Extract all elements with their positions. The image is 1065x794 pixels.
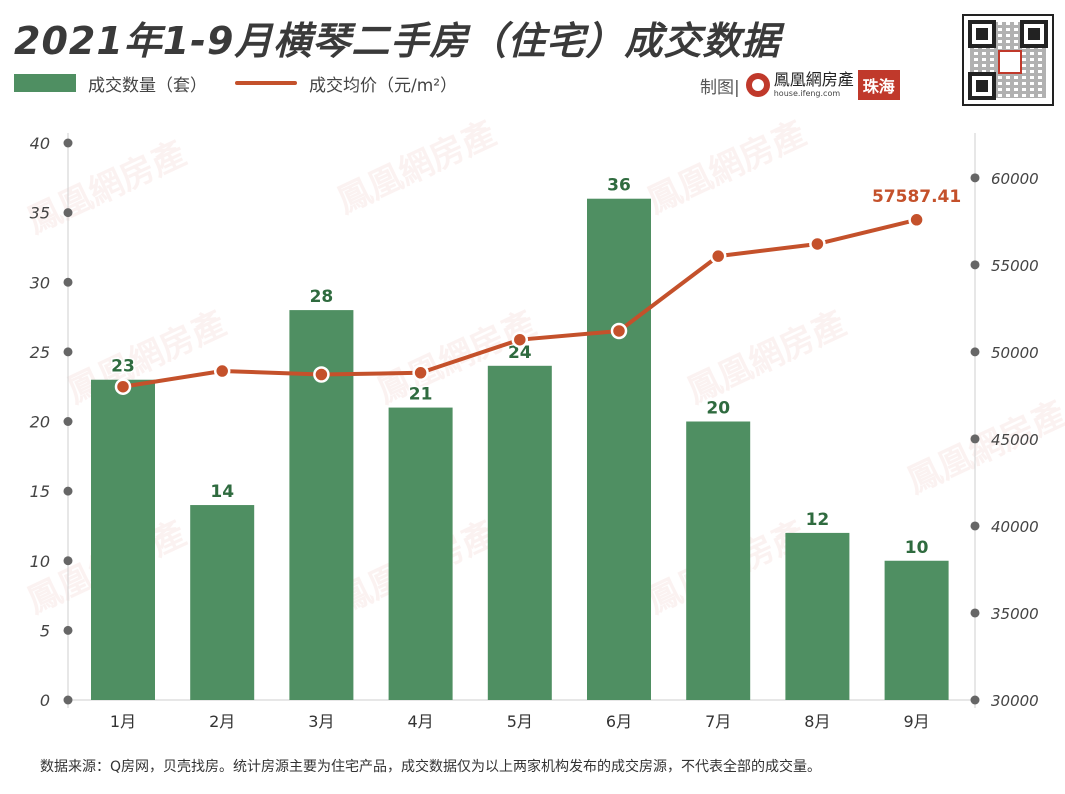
price-point bbox=[313, 366, 330, 383]
bar-value-label: 23 bbox=[111, 357, 135, 377]
x-axis-tick-label: 7月 bbox=[705, 712, 731, 731]
left-axis-tick-label: 20 bbox=[30, 413, 50, 432]
credit: 制图| 鳳凰網房產 house.ifeng.com 珠海 bbox=[700, 70, 900, 100]
bar-value-label: 36 bbox=[607, 176, 631, 196]
right-axis-tick-dot bbox=[970, 260, 980, 270]
bar bbox=[686, 421, 751, 700]
bar bbox=[91, 379, 155, 700]
price-point bbox=[114, 378, 132, 395]
x-axis-tick-label: 6月 bbox=[606, 712, 632, 731]
left-axis-tick-dot bbox=[63, 138, 73, 148]
bar bbox=[884, 560, 949, 700]
footer-source-note: 数据来源：Q房网，贝壳找房。统计房源主要为住宅产品，成交数据仅为以上两家机构发布… bbox=[40, 759, 822, 775]
price-point bbox=[709, 247, 727, 265]
bar-value-label: 20 bbox=[706, 399, 730, 419]
right-axis-tick-label: 30000 bbox=[991, 692, 1039, 710]
logo-name: 鳳凰網房產 bbox=[773, 70, 854, 89]
bar-value-label: 21 bbox=[409, 385, 433, 405]
right-axis-tick-dot bbox=[970, 173, 980, 183]
right-axis-tick-dot bbox=[970, 608, 980, 618]
right-axis-tick-label: 45000 bbox=[991, 431, 1039, 449]
left-axis-tick-label: 5 bbox=[40, 621, 50, 640]
right-axis-tick-label: 35000 bbox=[991, 605, 1039, 623]
price-point bbox=[511, 331, 529, 348]
right-axis-tick-label: 55000 bbox=[991, 257, 1039, 275]
logo-city: 珠海 bbox=[857, 70, 900, 100]
bar bbox=[487, 365, 552, 700]
x-axis-tick-label: 3月 bbox=[308, 712, 334, 731]
left-axis-tick-label: 35 bbox=[30, 204, 50, 223]
x-axis-tick-label: 9月 bbox=[904, 712, 930, 731]
left-axis-tick-dot bbox=[63, 625, 73, 635]
right-axis-tick-label: 60000 bbox=[991, 170, 1039, 188]
left-axis-tick-dot bbox=[63, 277, 73, 287]
left-axis-tick-dot bbox=[63, 556, 73, 566]
legend-line-label: 成交均价（元/m²） bbox=[309, 75, 458, 96]
logo-url: house.ifeng.com bbox=[773, 89, 841, 98]
left-axis-tick-label: 30 bbox=[30, 273, 50, 292]
right-axis-tick-dot bbox=[970, 347, 980, 357]
bar-value-label: 10 bbox=[905, 538, 929, 558]
bar bbox=[388, 407, 453, 700]
phoenix-icon bbox=[745, 73, 770, 97]
left-axis-tick-label: 15 bbox=[30, 482, 50, 501]
left-axis-tick-dot bbox=[63, 347, 73, 357]
left-axis-tick-dot bbox=[63, 695, 73, 705]
price-point bbox=[610, 322, 628, 340]
bar bbox=[190, 505, 255, 700]
bar bbox=[785, 532, 850, 700]
left-axis-tick-dot bbox=[63, 208, 73, 218]
x-axis-tick-label: 5月 bbox=[507, 712, 533, 731]
left-axis-tick-label: 10 bbox=[30, 552, 50, 571]
legend-line-swatch bbox=[235, 81, 297, 85]
x-axis-tick-label: 1月 bbox=[110, 712, 136, 731]
price-point bbox=[213, 362, 231, 380]
x-axis-tick-label: 4月 bbox=[408, 712, 434, 731]
price-point bbox=[412, 364, 429, 382]
right-axis-tick-dot bbox=[970, 434, 980, 444]
legend-bar-swatch bbox=[14, 74, 76, 92]
right-axis-tick-label: 50000 bbox=[991, 344, 1039, 362]
right-axis-tick-dot bbox=[970, 521, 980, 531]
bar-value-label: 28 bbox=[310, 287, 334, 307]
chart-title: 2021年1-9月横琴二手房（住宅）成交数据 bbox=[14, 19, 781, 63]
left-axis-tick-label: 25 bbox=[30, 343, 50, 362]
left-axis-tick-label: 40 bbox=[30, 134, 50, 153]
legend: 成交数量（套） 成交均价（元/m²） bbox=[14, 70, 457, 96]
credit-label: 制图| bbox=[700, 77, 740, 98]
left-axis-tick-label: 0 bbox=[40, 691, 50, 710]
x-axis-tick-label: 8月 bbox=[804, 712, 830, 731]
price-point bbox=[809, 235, 826, 253]
bar bbox=[587, 198, 651, 700]
price-point bbox=[908, 211, 925, 229]
ifeng-logo: 鳳凰網房產 house.ifeng.com 珠海 bbox=[745, 70, 900, 100]
right-axis-tick-dot bbox=[970, 695, 980, 705]
left-axis-tick-dot bbox=[63, 486, 73, 496]
right-axis-tick-label: 40000 bbox=[991, 518, 1039, 536]
x-axis-tick-label: 2月 bbox=[209, 712, 235, 731]
qr-code-icon bbox=[962, 14, 1054, 106]
bar-value-label: 12 bbox=[806, 510, 830, 530]
legend-bar-label: 成交数量（套） bbox=[88, 75, 207, 96]
bar-value-label: 24 bbox=[508, 343, 532, 363]
price-value-label: 57587.41 bbox=[872, 187, 961, 207]
bar-value-label: 14 bbox=[210, 482, 234, 502]
left-axis-tick-dot bbox=[63, 417, 73, 426]
